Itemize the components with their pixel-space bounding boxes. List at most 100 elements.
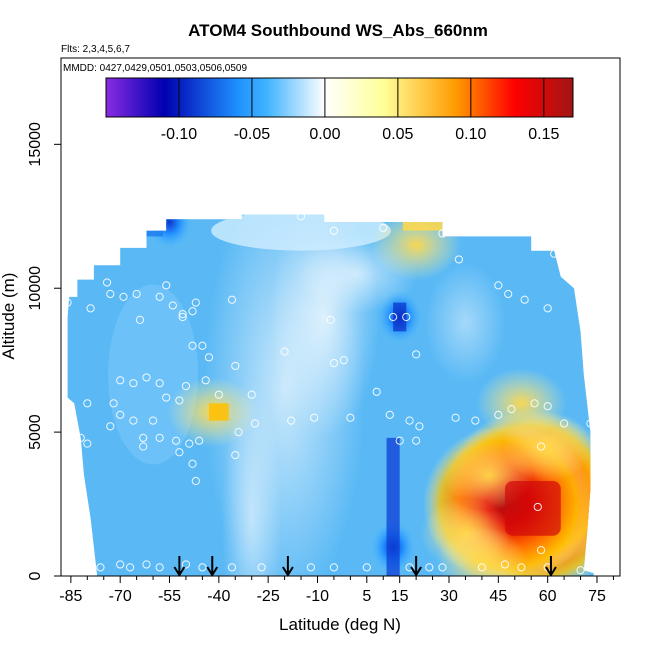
field-region [425,262,506,383]
sample-point [247,390,256,399]
y-tick-label: 10000 [27,266,44,311]
sample-point [116,560,125,569]
sample-point [494,281,503,290]
sample-point [102,278,112,287]
sample-point [586,419,595,428]
profile-markers [173,556,557,577]
sample-point [533,502,542,512]
y-axis-label: Altitude (m) [0,273,18,360]
sample-point [550,249,559,258]
sample-point [250,419,260,428]
x-tick-label: 15 [391,588,409,605]
sample-point [116,410,125,419]
profile-arrow-head [173,566,186,577]
sample-point [204,353,214,362]
sample-point [195,436,204,445]
sample-point [175,396,184,405]
sample-point [155,433,164,442]
colorbar-tick-label: 0.10 [455,126,486,143]
colorbar-ticks: -0.10 -0.05 0.00 0.05 0.10 0.15 [161,78,559,143]
sample-point [181,560,191,569]
profile-arrow-head [206,566,219,577]
sample-point [257,563,266,572]
field-stripe [393,302,407,332]
profile-arrow-head [410,566,422,577]
x-tick-label: -40 [207,588,230,605]
sample-point [178,312,187,322]
sample-point [471,416,480,425]
sample-point [339,356,348,365]
sample-point [329,563,339,572]
field-sample [476,368,567,439]
sample-point [326,315,335,324]
sample-point [86,304,95,313]
sample-point [504,289,513,299]
sample-point [346,413,355,422]
sample-point [438,563,447,572]
sample-point [129,416,138,425]
field-sample [147,214,192,249]
field-core [504,481,561,536]
sample-point [306,563,316,572]
sample-point [191,298,200,307]
field-stripe [402,214,443,231]
sample-point [507,404,516,414]
field-region [221,378,282,576]
x-tick-label: -25 [257,588,280,605]
sample-point [438,229,447,238]
plot-frame [60,57,621,577]
sample-point [536,442,546,451]
sample-point [129,379,138,388]
sample-point [395,436,404,445]
sample-point [171,436,181,445]
sample-point [83,439,92,448]
sample-point [520,295,529,304]
colorbar: -0.10 -0.05 0.00 0.05 0.10 0.15 [105,77,574,143]
sample-point [412,350,421,359]
sample-point [451,413,460,422]
sample-point [106,422,115,431]
sample-point [162,281,171,290]
sample-point [188,307,197,316]
sample-point [162,393,171,402]
chart-title: ATOM4 Southbound WS_Abs_660nm [188,21,488,40]
sample-point [155,563,164,572]
sample-point [560,419,569,428]
sample-point [287,416,296,425]
sample-point [329,226,339,235]
sample-point [135,315,145,324]
x-tick-label: -55 [158,588,181,605]
colorbar-tick-label: 0.05 [382,126,413,143]
sample-point [402,312,411,322]
sample-point [405,416,414,425]
sample-point [119,292,128,301]
sample-point [139,442,148,451]
sample-point [477,563,486,572]
sample-point [188,341,197,350]
sample-point [227,295,237,304]
field-stripe [146,219,163,237]
sample-point [500,560,510,569]
x-tick-label: 60 [539,588,557,605]
sample-point [132,289,141,299]
profile-arrow-head [282,566,294,577]
field-fill [67,214,594,576]
sample-point [405,563,414,572]
y-tick-label: 15000 [27,122,44,167]
sample-point [227,563,237,572]
sample-point [106,289,115,299]
sample-point [454,255,463,264]
sample-point [563,272,572,281]
sample-point [494,410,503,419]
sample-point [109,399,118,408]
sample-point [181,381,191,391]
sample-point [231,361,240,371]
flights-note: Flts: 2,3,4,5,6,7 [61,44,130,55]
sample-point [168,301,177,310]
sample-point [296,212,306,221]
sample-point [517,563,526,572]
sample-point [385,410,394,419]
field-stripe [386,437,400,576]
data-field [63,212,595,576]
y-tick-label: 5000 [27,414,44,450]
